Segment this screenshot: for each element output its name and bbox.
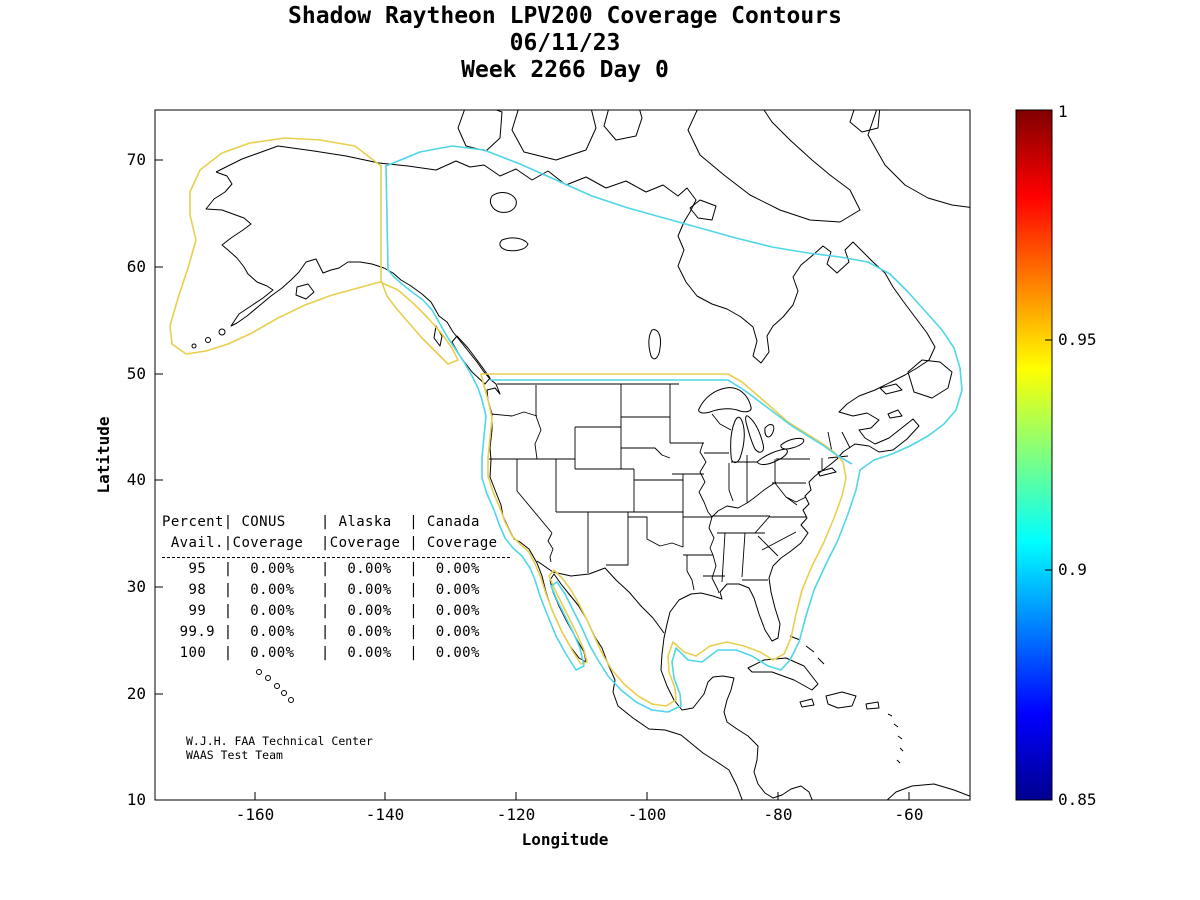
x-tick-label-100: -100 [627, 805, 667, 824]
plot-frame [154, 109, 971, 801]
colorbar-label-085: 0.85 [1058, 790, 1097, 809]
contour-95-conus [480, 373, 847, 707]
state-boundaries [489, 384, 851, 594]
x-axis-label: Longitude [521, 830, 609, 849]
contour-90 [385, 145, 963, 713]
islands [295, 283, 970, 800]
figure-title: Shadow Raytheon LPV200 Coverage Contours [288, 3, 842, 29]
border-us-mexico [536, 560, 665, 634]
table-row-98: 98 | 0.00% | 0.00% | 0.00% [162, 582, 480, 598]
credits: W.J.H. FAA Technical Center WAAS Test Te… [186, 734, 373, 762]
y-tick-label-60: 60 [126, 257, 146, 276]
hawaii-islands [256, 669, 294, 703]
colorbar-gradient-rect [1015, 109, 1053, 801]
arctic-islands [457, 110, 970, 223]
x-tick-label-160: -160 [235, 805, 275, 824]
contour-90-conus-top [490, 379, 853, 465]
y-tick-label-40: 40 [126, 470, 146, 489]
table-row-999: 99.9 | 0.00% | 0.00% | 0.00% [162, 624, 480, 640]
coastline-mainland [205, 145, 936, 800]
x-axis-ticks [254, 792, 910, 800]
table-header-row-1: Percent| CONUS | Alaska | Canada [162, 514, 480, 530]
colorbar-label-09: 0.9 [1058, 560, 1087, 579]
y-tick-label-50: 50 [126, 364, 146, 383]
credits-line-2: WAAS Test Team [186, 748, 283, 762]
lakes [489, 192, 805, 465]
y-tick-label-70: 70 [126, 150, 146, 169]
y-tick-label-20: 20 [126, 684, 146, 703]
availability-table: Percent| CONUS | Alaska | Canada Avail.|… [162, 512, 510, 664]
x-tick-label-120: -120 [496, 805, 536, 824]
credits-line-1: W.J.H. FAA Technical Center [186, 734, 373, 748]
figure-date: 06/11/23 [509, 30, 621, 56]
table-row-95: 95 | 0.00% | 0.00% | 0.00% [162, 561, 480, 577]
table-row-100: 100 | 0.00% | 0.00% | 0.00% [162, 645, 480, 661]
table-row-99: 99 | 0.00% | 0.00% | 0.00% [162, 603, 480, 619]
plot-border [154, 109, 971, 801]
title-block: Shadow Raytheon LPV200 Coverage Contours… [165, 3, 965, 84]
contour-95-alaska [169, 137, 459, 365]
colorbar-label-1: 1 [1058, 102, 1068, 121]
figure-week-day: Week 2266 Day 0 [461, 57, 669, 83]
contour-95 [169, 137, 847, 707]
y-tick-label-30: 30 [126, 577, 146, 596]
x-tick-label-60: -60 [894, 805, 924, 824]
table-separator [162, 557, 510, 558]
table-header-row-2: Avail.|Coverage |Coverage | Coverage [162, 535, 498, 551]
colorbar-ticks [1045, 339, 1052, 571]
colorbar [1015, 109, 1053, 801]
colorbar-label-095: 0.95 [1058, 330, 1097, 349]
x-tick-label-80: -80 [763, 805, 793, 824]
y-tick-label-10: 10 [126, 790, 146, 809]
x-tick-label-140: -140 [365, 805, 405, 824]
y-axis-ticks [155, 159, 163, 801]
map-coastlines [191, 110, 970, 800]
y-axis-label: Latitude [94, 416, 113, 494]
contour-90-outer [385, 145, 963, 713]
aleutian-islands [191, 328, 226, 349]
